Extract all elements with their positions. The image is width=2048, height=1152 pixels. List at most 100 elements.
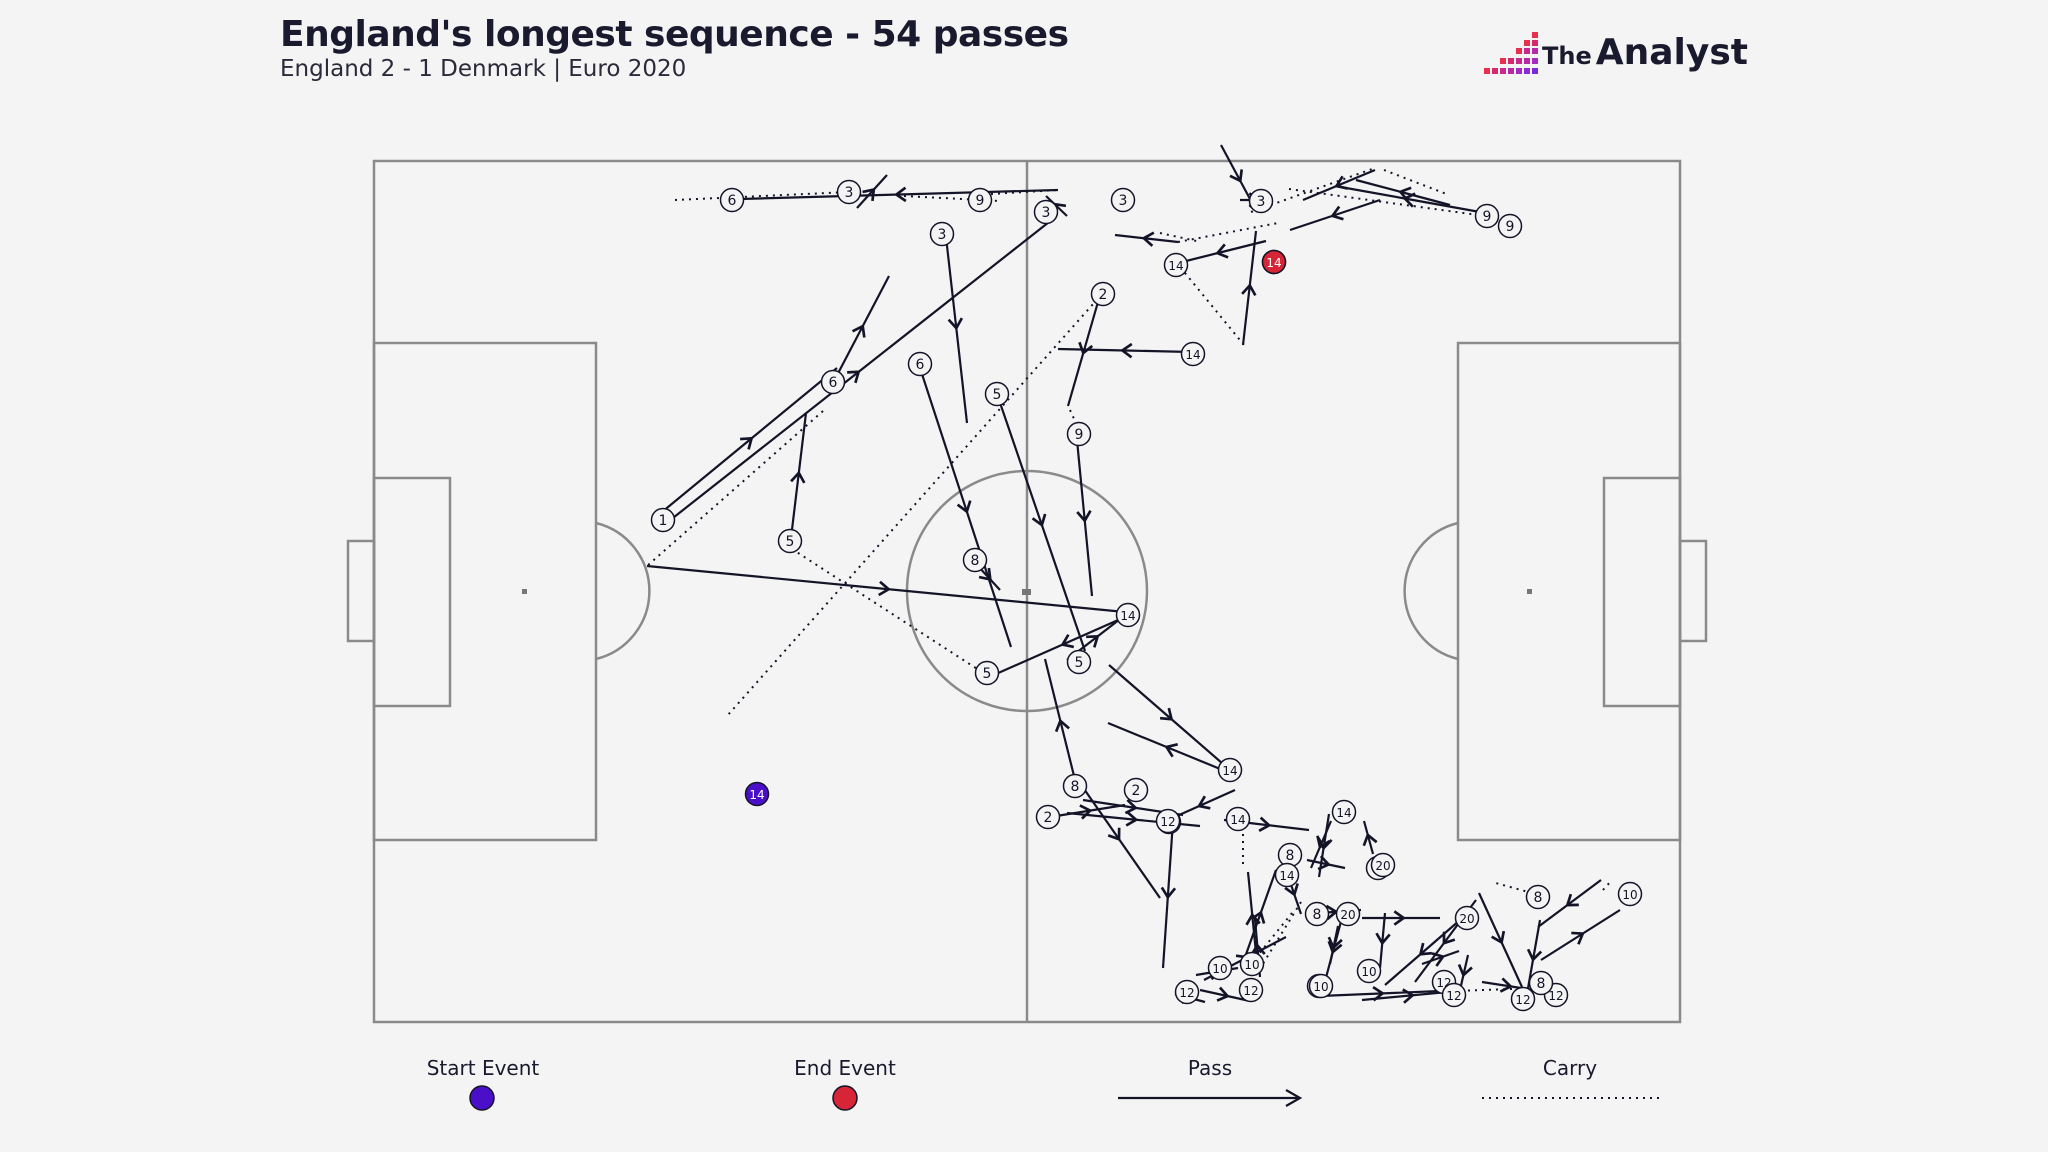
left-penalty-arc bbox=[595, 521, 651, 661]
player-node: 14 bbox=[1225, 806, 1251, 832]
pass-line bbox=[919, 370, 1013, 648]
player-node-circle bbox=[1497, 213, 1523, 239]
pass-line bbox=[1074, 775, 1161, 899]
player-node: 8 bbox=[1062, 773, 1088, 799]
player-node-circle bbox=[1474, 203, 1500, 229]
player-node: 8 bbox=[1525, 884, 1551, 910]
player-node-label: 8 bbox=[971, 553, 980, 569]
player-node: 14 bbox=[1331, 799, 1357, 825]
player-node-circle bbox=[1239, 951, 1265, 977]
player-node-label: 20 bbox=[1340, 908, 1355, 922]
pass-line bbox=[1334, 184, 1481, 214]
player-node: 9 bbox=[967, 187, 993, 213]
brand-name: Analyst bbox=[1595, 32, 1748, 73]
player-node-label: 14 bbox=[1168, 259, 1183, 273]
player-node-label: 8 bbox=[1071, 779, 1080, 795]
centre-spot bbox=[1022, 589, 1031, 595]
analyst-wordmark: The Analyst bbox=[1542, 32, 1748, 73]
player-node-label: 20 bbox=[1459, 912, 1474, 926]
player-node-label: 10 bbox=[1244, 958, 1259, 972]
player-node-label: 5 bbox=[1075, 655, 1084, 671]
player-node: 8 bbox=[1528, 970, 1554, 996]
player-node-label: 1 bbox=[659, 513, 668, 529]
player-node-circle bbox=[1238, 977, 1264, 1003]
player-node: 9 bbox=[1474, 203, 1500, 229]
player-node: 20 bbox=[1454, 905, 1480, 931]
right-penalty-area bbox=[1456, 341, 1682, 842]
player-node-circle bbox=[1066, 421, 1092, 447]
player-node-label: 14 bbox=[1336, 806, 1351, 820]
player-node-circle bbox=[984, 381, 1010, 407]
player-node-circle bbox=[929, 221, 955, 247]
player-node: 14 bbox=[1217, 757, 1243, 783]
player-node-circle bbox=[1304, 901, 1330, 927]
player-node-label: 12 bbox=[1446, 989, 1461, 1003]
player-node-label: 3 bbox=[1042, 205, 1051, 221]
player-node-label: 10 bbox=[1361, 965, 1376, 979]
player-node-circle bbox=[1225, 806, 1251, 832]
pass-line bbox=[1302, 168, 1376, 202]
player-node-label: 10 bbox=[1313, 980, 1328, 994]
player-node-circle bbox=[1510, 986, 1536, 1012]
legend-pass-label: Pass bbox=[1187, 1056, 1233, 1080]
chart-title: England's longest sequence - 54 passes bbox=[280, 14, 1069, 55]
player-node-circle bbox=[1035, 804, 1061, 830]
carry-line bbox=[791, 548, 986, 675]
player-node: 5 bbox=[1066, 649, 1092, 675]
pass-line bbox=[943, 227, 969, 424]
carry-line bbox=[1491, 881, 1533, 894]
player-node: 14 bbox=[1274, 862, 1300, 888]
left-penalty-area bbox=[372, 341, 598, 842]
player-node-label: 6 bbox=[916, 357, 925, 373]
analyst-logo-icon bbox=[1484, 32, 1538, 74]
player-node-label: 6 bbox=[829, 375, 838, 391]
player-node-circle bbox=[907, 351, 933, 377]
player-node-label: 10 bbox=[1622, 888, 1637, 902]
player-node-circle bbox=[974, 660, 1000, 686]
pass-line bbox=[1199, 986, 1251, 1003]
player-node-circle bbox=[1090, 281, 1116, 307]
carry-line bbox=[1175, 261, 1245, 346]
pass-line bbox=[1540, 909, 1621, 961]
player-node: 8 bbox=[1304, 901, 1330, 927]
pass-line bbox=[1241, 230, 1258, 346]
player-node: 3 bbox=[1033, 199, 1059, 225]
player-node-label: 9 bbox=[1483, 209, 1492, 225]
player-node-label: 8 bbox=[1534, 890, 1543, 906]
player-node-label: 14 bbox=[1120, 609, 1135, 623]
player-node-circle bbox=[1115, 602, 1141, 628]
player-node: 14 bbox=[1180, 341, 1206, 367]
player-node-circle bbox=[1110, 187, 1136, 213]
pass-line bbox=[1043, 658, 1079, 789]
player-node-circle bbox=[1163, 252, 1189, 278]
pass-line bbox=[1160, 820, 1177, 969]
player-node-label: 2 bbox=[1044, 810, 1053, 826]
player-node-label: 14 bbox=[1185, 348, 1200, 362]
player-node: 5 bbox=[777, 528, 803, 554]
player-node-label: 12 bbox=[1179, 986, 1194, 1000]
player-node-circle bbox=[1066, 649, 1092, 675]
player-node: 20 bbox=[1335, 901, 1361, 927]
player-node: 2 bbox=[1090, 281, 1116, 307]
pass-line bbox=[646, 564, 1126, 614]
pass-line bbox=[833, 275, 890, 382]
player-node-circle bbox=[820, 369, 846, 395]
player-node-label: 12 bbox=[1515, 993, 1530, 1007]
left-goal bbox=[346, 539, 376, 643]
player-node: 12 bbox=[1174, 979, 1200, 1005]
player-node-circle bbox=[1356, 958, 1382, 984]
pass-line bbox=[995, 611, 1135, 676]
pass-line bbox=[1107, 721, 1231, 775]
player-node: 6 bbox=[719, 187, 745, 213]
carry-line bbox=[1177, 222, 1279, 243]
end-event-node-label: 14 bbox=[1266, 256, 1281, 270]
player-node-label: 20 bbox=[1375, 859, 1390, 873]
carry-line bbox=[674, 191, 850, 201]
player-node-circle bbox=[1274, 862, 1300, 888]
legend-end-label: End Event bbox=[794, 1056, 896, 1080]
player-node-circle bbox=[1528, 970, 1554, 996]
player-node: 2 bbox=[1035, 804, 1061, 830]
player-node-label: 3 bbox=[1257, 194, 1266, 210]
player-node-label: 12 bbox=[1548, 989, 1563, 1003]
end-event-node: 14 bbox=[1261, 249, 1287, 275]
